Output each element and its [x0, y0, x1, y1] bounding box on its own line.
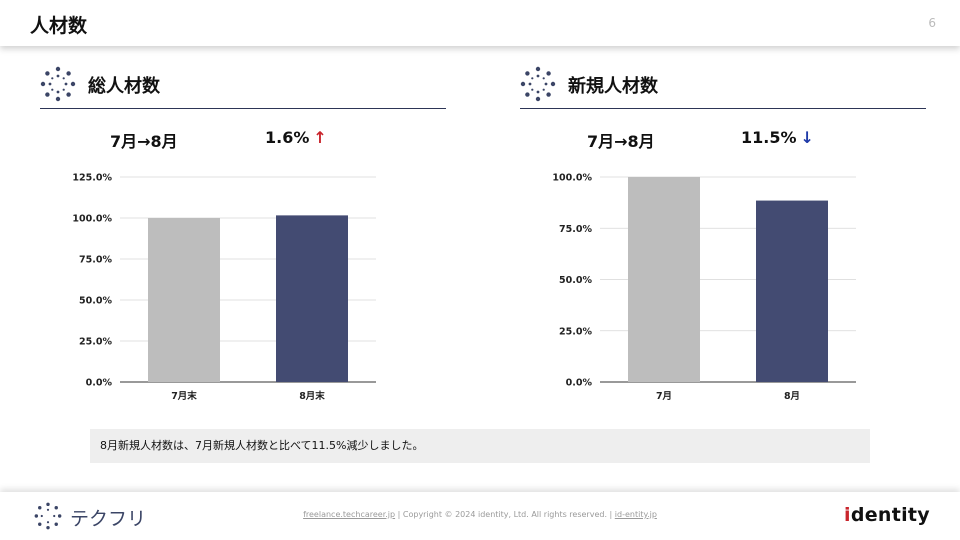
identity-logo-i: i	[843, 504, 851, 526]
identity-logo-rest: dentity	[850, 504, 930, 526]
dots-logo-icon	[520, 66, 556, 102]
x-tick-label: 7月	[656, 391, 672, 402]
arrow-down-icon: ↓	[800, 128, 814, 147]
y-tick-label: 0.0%	[86, 378, 113, 389]
y-tick-label: 25.0%	[79, 337, 112, 348]
x-tick-label: 7月末	[171, 390, 197, 402]
separator: |	[397, 510, 401, 519]
brand-logo[interactable]: テクフリ	[34, 502, 146, 530]
change-value: 11.5% ↓	[741, 128, 814, 147]
page-title: 人材数	[30, 15, 88, 37]
footer: テクフリ freelance.techcareer.jp | Copyright…	[0, 492, 960, 540]
bar-current	[276, 215, 348, 382]
dots-logo-icon	[40, 66, 76, 102]
y-tick-label: 50.0%	[559, 275, 592, 286]
y-tick-label: 125.0%	[72, 173, 112, 184]
y-tick-label: 50.0%	[79, 296, 112, 307]
header-bar: 人材数 6	[0, 0, 960, 46]
period-label: 7月→8月	[587, 132, 655, 151]
y-tick-label: 100.0%	[72, 214, 112, 225]
y-tick-label: 25.0%	[559, 326, 592, 337]
total-talent-chart: 0.0% 25.0% 50.0% 75.0% 100.0% 125.0% 7月末 8月末	[72, 173, 376, 402]
brand-name: テクフリ	[70, 508, 147, 530]
section-header: 新規人材数	[520, 62, 926, 109]
change-value: 1.6% ↑	[265, 128, 327, 147]
separator: |	[609, 510, 613, 519]
identity-logo[interactable]: identity	[844, 504, 930, 526]
section-title: 新規人材数	[568, 76, 658, 97]
techcareer-link[interactable]: freelance.techcareer.jp	[303, 510, 396, 519]
bar-previous	[148, 218, 220, 382]
new-talent-chart: 0.0% 25.0% 50.0% 75.0% 100.0% 7月 8月	[552, 173, 856, 402]
bar-previous	[628, 177, 700, 382]
change-percent: 1.6%	[265, 128, 310, 147]
copyright: Copyright © 2024 identity, Ltd. All righ…	[402, 510, 607, 519]
y-tick-label: 75.0%	[79, 255, 112, 266]
section-header: 総人材数	[40, 62, 446, 109]
y-tick-label: 100.0%	[552, 173, 592, 184]
techfree-logo-icon	[34, 502, 62, 530]
summary-note: 8月新規人材数は、7月新規人材数と比べて11.5%減少しました。	[90, 429, 870, 463]
period-label: 7月→8月	[110, 132, 178, 151]
identity-link[interactable]: id-entity.jp	[614, 510, 657, 519]
arrow-up-icon: ↑	[313, 128, 327, 147]
footer-text: freelance.techcareer.jp | Copyright © 20…	[0, 510, 960, 519]
change-percent: 11.5%	[741, 128, 797, 147]
section-title: 総人材数	[88, 76, 160, 97]
y-tick-label: 75.0%	[559, 224, 592, 235]
page-number: 6	[928, 16, 936, 30]
bar-current	[756, 200, 828, 382]
x-tick-label: 8月末	[299, 390, 325, 402]
total-talent-section: 総人材数 7月→8月 1.6% ↑	[40, 62, 446, 151]
x-tick-label: 8月	[784, 391, 800, 402]
new-talent-section: 新規人材数 7月→8月 11.5% ↓	[520, 62, 926, 151]
y-tick-label: 0.0%	[566, 378, 593, 389]
